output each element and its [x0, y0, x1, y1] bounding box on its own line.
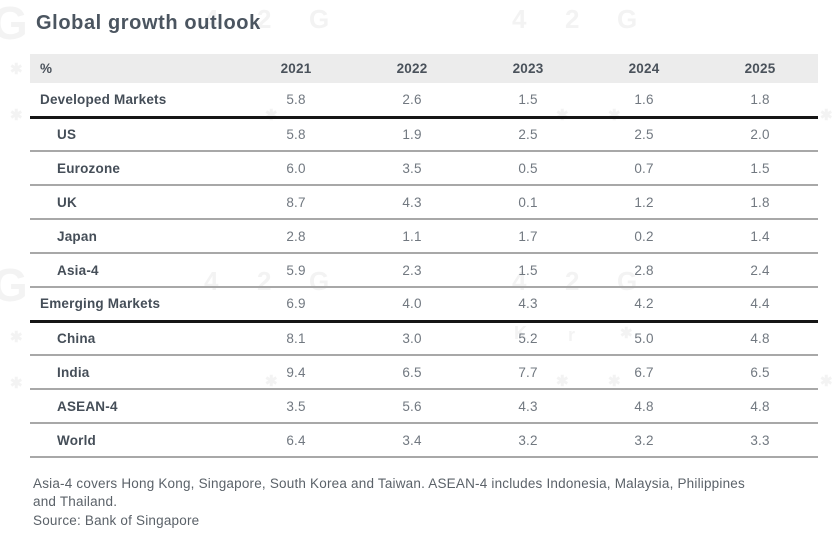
- value-cell: 6.4: [238, 423, 354, 458]
- value-cell: 7.7: [470, 355, 586, 390]
- footnote-definition-line2: and Thailand.: [33, 494, 118, 510]
- table-header-row: % 2021 2022 2023 2024 2025: [30, 54, 818, 83]
- value-cell: 0.5: [470, 151, 586, 186]
- value-cell: 4.0: [354, 287, 470, 323]
- row-label: China: [30, 321, 238, 356]
- year-header-2025: 2025: [702, 54, 818, 83]
- row-developed-markets: Developed Markets 5.8 2.6 1.5 1.6 1.8: [30, 83, 818, 119]
- value-cell: 3.2: [470, 423, 586, 458]
- value-cell: 6.0: [238, 151, 354, 186]
- value-cell: 2.3: [354, 253, 470, 288]
- value-cell: 4.3: [470, 287, 586, 323]
- row-label: UK: [30, 185, 238, 220]
- row-label: Emerging Markets: [30, 287, 238, 323]
- growth-outlook-table: % 2021 2022 2023 2024 2025 Developed Mar…: [30, 54, 818, 458]
- row-emerging-markets: Emerging Markets 6.9 4.0 4.3 4.2 4.4: [30, 287, 818, 323]
- row-label: Developed Markets: [30, 83, 238, 119]
- value-cell: 6.5: [354, 355, 470, 390]
- value-cell: 1.8: [702, 83, 818, 119]
- value-cell: 4.8: [702, 321, 818, 356]
- page-title: Global growth outlook: [36, 12, 261, 34]
- value-cell: 1.1: [354, 219, 470, 254]
- value-cell: 5.8: [238, 83, 354, 119]
- row-us: US 5.8 1.9 2.5 2.5 2.0: [30, 117, 818, 152]
- value-cell: 0.1: [470, 185, 586, 220]
- row-label: Eurozone: [30, 151, 238, 186]
- footnote-definition-line1: Asia-4 covers Hong Kong, Singapore, Sout…: [33, 476, 745, 491]
- row-label: India: [30, 355, 238, 390]
- value-cell: 8.7: [238, 185, 354, 220]
- value-cell: 3.2: [586, 423, 702, 458]
- value-cell: 3.5: [354, 151, 470, 186]
- value-cell: 8.1: [238, 321, 354, 356]
- value-cell: 5.2: [470, 321, 586, 356]
- row-japan: Japan 2.8 1.1 1.7 0.2 1.4: [30, 219, 818, 254]
- value-cell: 2.5: [586, 117, 702, 152]
- year-header-2021: 2021: [238, 54, 354, 83]
- value-cell: 6.7: [586, 355, 702, 390]
- year-header-2022: 2022: [354, 54, 470, 83]
- row-asean-4: ASEAN-4 3.5 5.6 4.3 4.8 4.8: [30, 389, 818, 424]
- value-cell: 1.5: [470, 253, 586, 288]
- row-eurozone: Eurozone 6.0 3.5 0.5 0.7 1.5: [30, 151, 818, 186]
- value-cell: 4.3: [470, 389, 586, 424]
- value-cell: 1.5: [702, 151, 818, 186]
- value-cell: 5.9: [238, 253, 354, 288]
- value-cell: 1.5: [470, 83, 586, 119]
- row-china: China 8.1 3.0 5.2 5.0 4.8: [30, 321, 818, 356]
- source-attribution: Source: Bank of Singapore: [33, 512, 200, 528]
- value-cell: 2.0: [702, 117, 818, 152]
- value-cell: 2.6: [354, 83, 470, 119]
- value-cell: 3.5: [238, 389, 354, 424]
- value-cell: 1.2: [586, 185, 702, 220]
- row-world: World 6.4 3.4 3.2 3.2 3.3: [30, 423, 818, 458]
- year-header-2024: 2024: [586, 54, 702, 83]
- row-label: Japan: [30, 219, 238, 254]
- value-cell: 9.4: [238, 355, 354, 390]
- row-label: US: [30, 117, 238, 152]
- row-uk: UK 8.7 4.3 0.1 1.2 1.8: [30, 185, 818, 220]
- row-asia-4: Asia-4 5.9 2.3 1.5 2.8 2.4: [30, 253, 818, 288]
- value-cell: 5.0: [586, 321, 702, 356]
- value-cell: 1.9: [354, 117, 470, 152]
- value-cell: 5.6: [354, 389, 470, 424]
- value-cell: 4.4: [702, 287, 818, 323]
- value-cell: 2.4: [702, 253, 818, 288]
- value-cell: 4.8: [702, 389, 818, 424]
- value-cell: 6.9: [238, 287, 354, 323]
- row-label: World: [30, 423, 238, 458]
- value-cell: 1.7: [470, 219, 586, 254]
- value-cell: 1.8: [702, 185, 818, 220]
- value-cell: 2.8: [586, 253, 702, 288]
- report-page: Global growth outlook % 2021 2022 2023 2…: [0, 12, 838, 530]
- value-cell: 4.2: [586, 287, 702, 323]
- value-cell: 1.6: [586, 83, 702, 119]
- footnotes: Asia-4 covers Hong Kong, Singapore, Sout…: [33, 475, 838, 530]
- year-header-2023: 2023: [470, 54, 586, 83]
- row-label: ASEAN-4: [30, 389, 238, 424]
- value-cell: 3.0: [354, 321, 470, 356]
- value-cell: 4.3: [354, 185, 470, 220]
- value-cell: 6.5: [702, 355, 818, 390]
- value-cell: 5.8: [238, 117, 354, 152]
- value-cell: 2.5: [470, 117, 586, 152]
- value-cell: 3.3: [702, 423, 818, 458]
- value-cell: 1.4: [702, 219, 818, 254]
- value-cell: 4.8: [586, 389, 702, 424]
- row-india: India 9.4 6.5 7.7 6.7 6.5: [30, 355, 818, 390]
- row-label: Asia-4: [30, 253, 238, 288]
- unit-header-cell: %: [30, 54, 238, 83]
- value-cell: 3.4: [354, 423, 470, 458]
- value-cell: 2.8: [238, 219, 354, 254]
- value-cell: 0.7: [586, 151, 702, 186]
- value-cell: 0.2: [586, 219, 702, 254]
